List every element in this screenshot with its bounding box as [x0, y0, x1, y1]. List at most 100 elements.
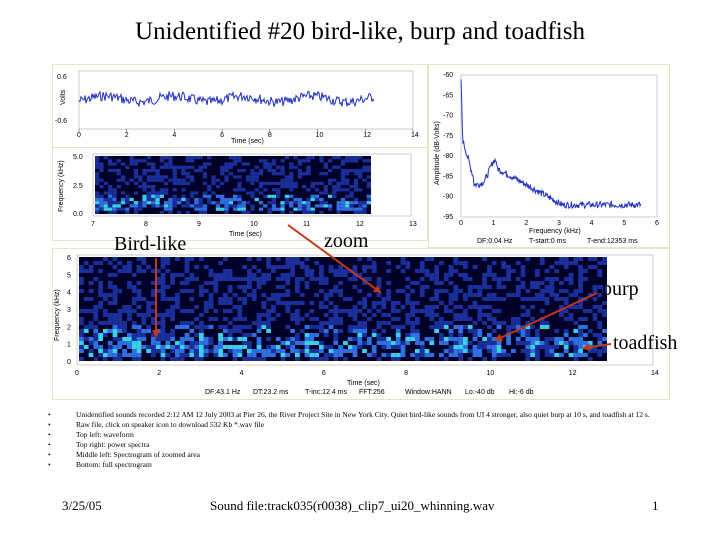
full-spectrogram-cell	[175, 293, 180, 297]
full-spectrogram-cell	[429, 325, 435, 329]
full-spectrogram-cell	[405, 317, 411, 321]
zoom-spectrogram-cell	[241, 168, 246, 173]
zoom-spectrogram-cell	[159, 156, 165, 160]
zoom-spectrogram-cell	[155, 197, 160, 202]
full-spectrogram-cell	[419, 269, 425, 273]
full-spectrogram-cell	[328, 309, 334, 313]
full-spectrogram-cell	[79, 281, 84, 285]
zoom-spectrogram-cell	[319, 172, 324, 176]
full-spectrogram-cell	[415, 309, 420, 313]
full-spectrogram-cell	[535, 273, 540, 277]
zoom-spectrogram-cell	[95, 207, 100, 211]
full-spectrogram-cell	[381, 329, 387, 333]
full-spectrogram-cell	[376, 309, 382, 313]
zoom-spectrogram-cell	[129, 159, 134, 163]
full-spectrogram-cell	[208, 349, 214, 353]
full-spectrogram-cell	[333, 317, 339, 321]
full-spectrogram-cell	[410, 333, 415, 337]
full-spectrogram-cell	[352, 317, 358, 321]
full-spectrogram-cell	[487, 297, 492, 301]
full-spectrogram-cell	[419, 349, 425, 353]
full-spectrogram-cell	[520, 305, 526, 309]
full-spectrogram-cell	[165, 261, 171, 265]
zoom-spectrogram-cell	[207, 197, 212, 202]
full-spectrogram-cell	[189, 297, 195, 301]
full-spectrogram-cell	[400, 305, 406, 309]
full-spectrogram-cell	[496, 337, 502, 341]
full-spectrogram-cell	[319, 277, 324, 281]
full-spectrogram-cell	[213, 345, 219, 349]
full-spectrogram-cell	[496, 341, 502, 345]
full-spectrogram-cell	[371, 305, 377, 309]
full-spectrogram-cell	[184, 353, 190, 357]
full-spectrogram-cell	[376, 285, 382, 289]
zoom-spectrogram-cell	[142, 194, 147, 198]
full-spectrogram-cell	[189, 329, 195, 333]
full-spectrogram-cell	[160, 357, 166, 361]
full-spectrogram-cell	[227, 301, 233, 305]
zoom-spectrogram-cell	[168, 204, 173, 208]
full-spectrogram-cell	[544, 345, 550, 349]
zoom-spectrogram-cell	[302, 172, 307, 176]
full-spectrogram-cell	[184, 265, 190, 269]
full-spectrogram-cell	[103, 329, 108, 333]
full-spectrogram-cell	[602, 285, 607, 289]
full-spectrogram-cell	[218, 325, 223, 329]
zoom-spectrogram-cell	[358, 172, 363, 176]
full-spectrogram-cell	[88, 289, 94, 293]
zoom-spectrogram-cell	[306, 210, 311, 215]
zoom-spectrogram-cell	[258, 159, 264, 163]
full-spectrogram-cell	[544, 341, 550, 345]
full-spectrogram-cell	[573, 293, 579, 297]
full-spectrogram-cell	[333, 337, 339, 341]
full-spectrogram-cell	[371, 329, 377, 333]
full-spectrogram-cell	[146, 265, 151, 269]
full-spectrogram-cell	[376, 321, 382, 325]
zoom-spectrogram-cell	[293, 156, 298, 160]
full-spectrogram-cell	[539, 345, 545, 349]
zoom-spectrogram-cell	[99, 207, 104, 211]
full-spectrogram-cell	[314, 277, 319, 281]
zoom-spectrogram-cell	[146, 194, 152, 198]
full-spectrogram-cell	[275, 293, 281, 297]
full-spectrogram-cell	[367, 337, 372, 341]
power-spectrum-xlabel: Frequency (kHz)	[529, 228, 581, 235]
full-spectrogram-cell	[271, 305, 276, 309]
full-spectrogram-cell	[256, 357, 262, 361]
full-spectrogram-cell	[520, 285, 526, 289]
full-spectrogram-cell	[573, 341, 579, 345]
full-spectrogram-cell	[151, 293, 156, 297]
note-item-raw-file[interactable]: Raw file, click on speaker icon to downl…	[48, 420, 688, 430]
full-spectrogram-cell	[131, 273, 137, 277]
full-spectrogram-cell	[352, 305, 358, 309]
full-spectrogram-cell	[477, 285, 483, 289]
full-spectrogram-cell	[98, 321, 103, 325]
full-spectrogram-cell	[597, 309, 603, 313]
zoom-spectrogram-cell	[237, 194, 242, 198]
full-spectrogram-cell	[573, 345, 579, 349]
zoom-spectrogram-cell	[289, 185, 294, 189]
zoom-spectrogram-cell	[99, 178, 104, 182]
full-spectrogram-cell	[357, 289, 363, 293]
full-spectrogram-cell	[175, 305, 180, 309]
full-spectrogram-cell	[434, 281, 439, 285]
full-spectrogram-cell	[88, 281, 94, 285]
full-spectrogram-cell	[136, 293, 142, 297]
zoom-spectrogram-cell	[220, 181, 225, 186]
zoom-spectrogram-cell	[133, 207, 139, 211]
full-spectrogram-cell	[199, 337, 204, 341]
full-spectrogram-cell	[391, 317, 396, 321]
full-spectrogram-cell	[496, 285, 502, 289]
full-spectrogram-cell	[309, 341, 315, 345]
zoom-spectrogram-cell	[353, 197, 359, 202]
full-spectrogram-cell	[127, 281, 132, 285]
full-spectrogram-cell	[395, 341, 401, 345]
full-spectrogram-cell	[237, 297, 243, 301]
full-spectrogram-cell	[487, 313, 492, 317]
zoom-spectrogram-cell	[112, 188, 117, 192]
zoom-spectrogram-cell	[207, 156, 212, 160]
full-spectrogram-cell	[213, 353, 219, 357]
full-spectrogram-cell	[482, 341, 487, 345]
full-spectrogram-cell	[112, 273, 118, 277]
zoom-spectrogram-cell	[224, 197, 229, 202]
